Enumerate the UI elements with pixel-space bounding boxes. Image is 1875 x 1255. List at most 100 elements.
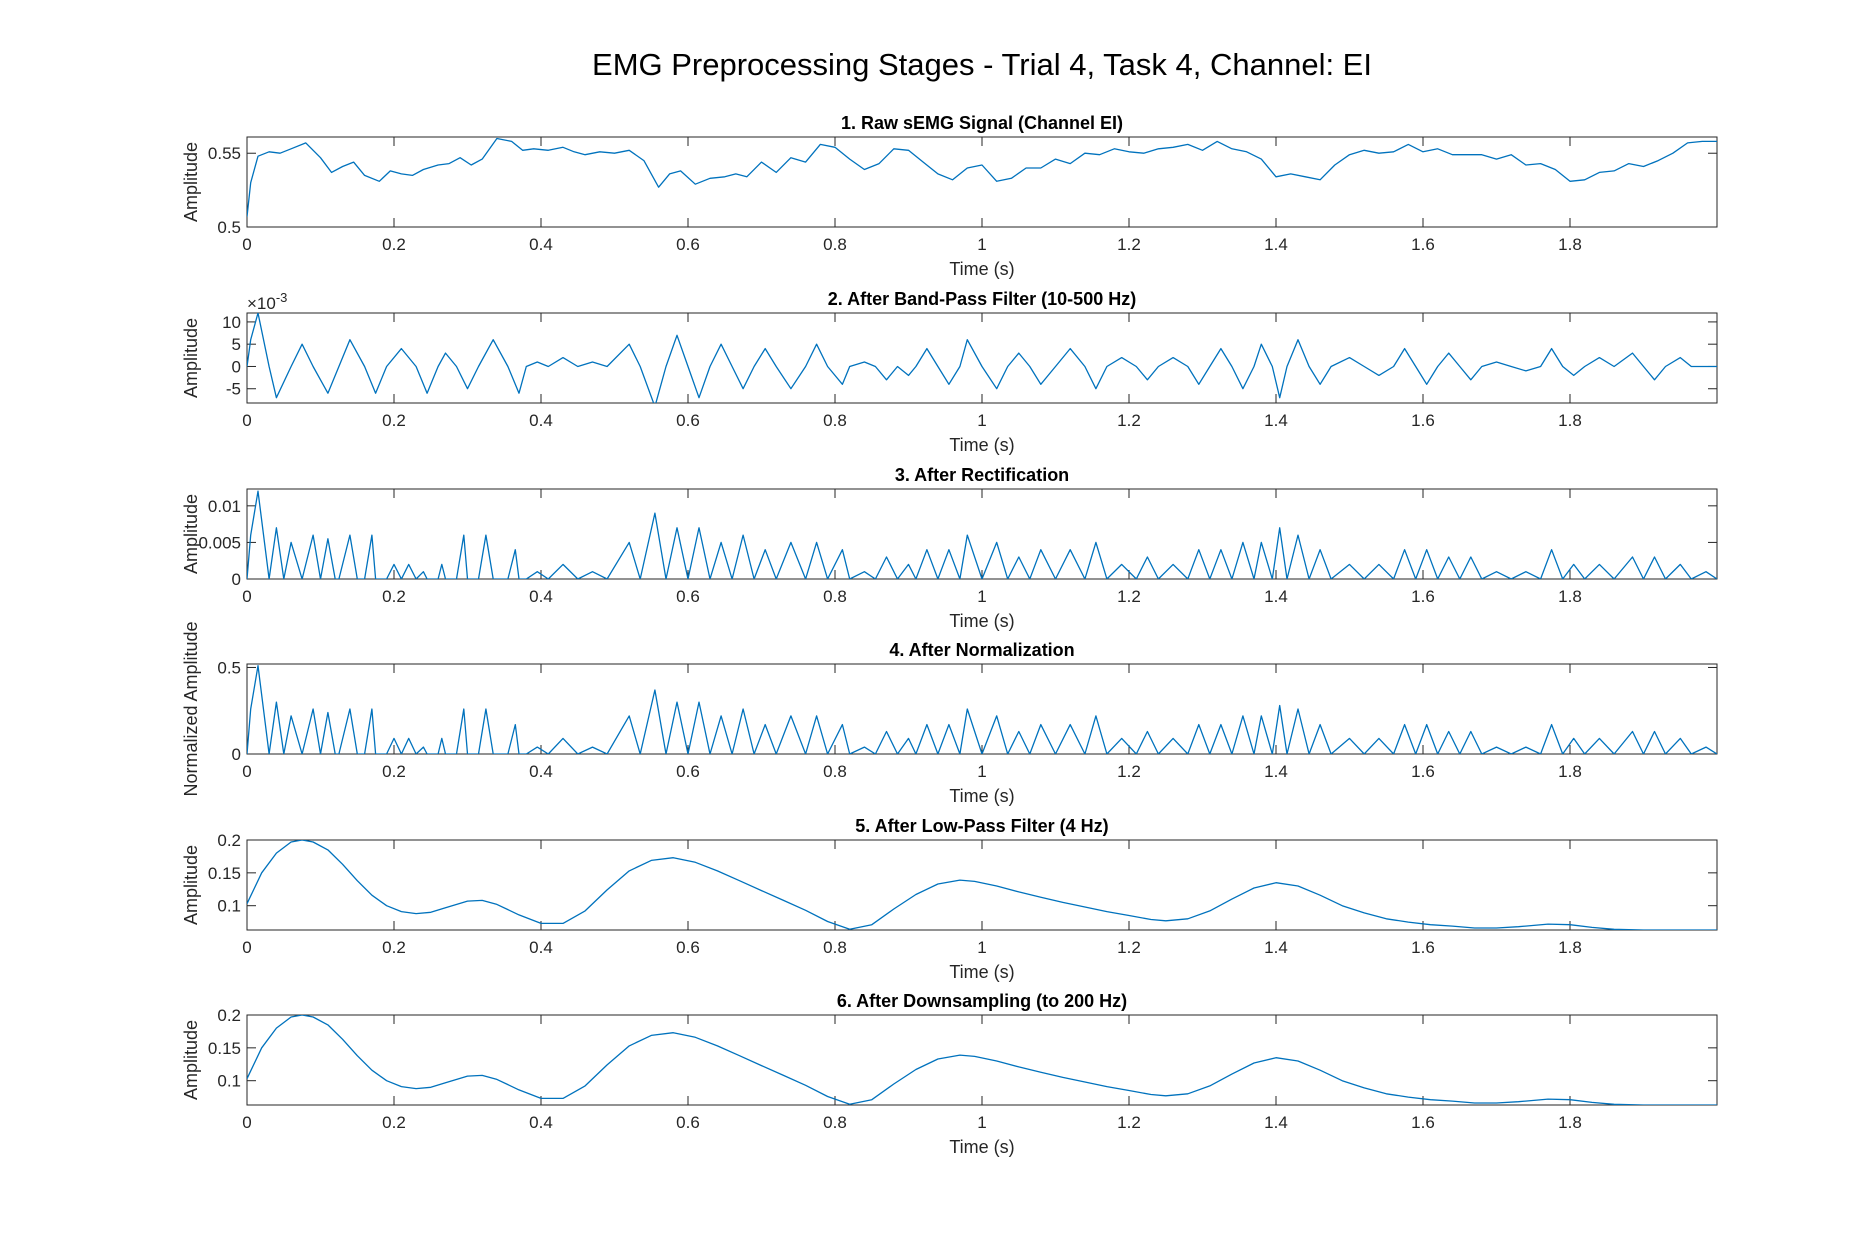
- x-tick-label: 0: [242, 587, 251, 606]
- x-tick-label: 1.8: [1558, 1113, 1582, 1132]
- y-tick-label: 0.005: [198, 533, 241, 552]
- y-tick-label: 0.15: [208, 1039, 241, 1058]
- y-axis-label: Amplitude: [181, 494, 201, 574]
- x-tick-label: 0: [242, 938, 251, 957]
- x-tick-label: 1: [977, 587, 986, 606]
- x-axis-label: Time (s): [949, 435, 1014, 455]
- x-tick-label: 0.2: [382, 1113, 406, 1132]
- x-tick-label: 0.6: [676, 1113, 700, 1132]
- y-axis-label: Amplitude: [181, 318, 201, 398]
- y-tick-label: -5: [226, 380, 241, 399]
- x-tick-label: 0.4: [529, 411, 553, 430]
- x-tick-label: 0: [242, 235, 251, 254]
- x-tick-label: 0: [242, 411, 251, 430]
- x-tick-label: 0.2: [382, 762, 406, 781]
- series-line: [247, 490, 1717, 579]
- y-axis-label: Amplitude: [181, 845, 201, 925]
- x-tick-label: 0.8: [823, 411, 847, 430]
- x-tick-label: 1: [977, 938, 986, 957]
- subplot-title: 6. After Downsampling (to 200 Hz): [837, 991, 1127, 1011]
- figure-title: EMG Preprocessing Stages - Trial 4, Task…: [592, 47, 1372, 82]
- x-tick-label: 1.8: [1558, 762, 1582, 781]
- plot-area: [246, 136, 1718, 228]
- x-tick-label: 1.4: [1264, 235, 1288, 254]
- subplot-title: 2. After Band-Pass Filter (10-500 Hz): [828, 289, 1136, 309]
- x-axis-label: Time (s): [949, 611, 1014, 631]
- x-tick-label: 0.8: [823, 762, 847, 781]
- subplot-title: 1. Raw sEMG Signal (Channel EI): [841, 113, 1123, 133]
- x-tick-label: 0.4: [529, 235, 553, 254]
- x-tick-label: 0.4: [529, 1113, 553, 1132]
- x-tick-label: 1.6: [1411, 235, 1435, 254]
- y-tick-label: 5: [232, 335, 241, 354]
- series-line: [247, 313, 1717, 403]
- x-tick-label: 1.2: [1117, 938, 1141, 957]
- y-tick-label: 0.1: [217, 1072, 241, 1091]
- subplot-title: 3. After Rectification: [895, 465, 1069, 485]
- x-tick-label: 1.8: [1558, 938, 1582, 957]
- x-tick-label: 0.6: [676, 411, 700, 430]
- x-tick-label: 1.6: [1411, 762, 1435, 781]
- x-tick-label: 0.2: [382, 587, 406, 606]
- y-tick-label: 0.01: [208, 497, 241, 516]
- y-tick-label: 0.1: [217, 897, 241, 916]
- plot-area: [246, 839, 1718, 931]
- x-tick-label: 0.6: [676, 235, 700, 254]
- x-axis-label: Time (s): [949, 259, 1014, 279]
- plot-area: [246, 663, 1718, 755]
- x-axis-label: Time (s): [949, 962, 1014, 982]
- y-axis-label: Amplitude: [181, 142, 201, 222]
- subplot-1: 1. Raw sEMG Signal (Channel EI) 0 0.2 0.4 0.…: [181, 113, 1718, 279]
- x-tick-label: 0.2: [382, 938, 406, 957]
- y-tick-label: 0.5: [217, 658, 241, 677]
- y-tick-label: 0.15: [208, 864, 241, 883]
- x-tick-label: 1.2: [1117, 587, 1141, 606]
- x-tick-label: 0.6: [676, 762, 700, 781]
- x-tick-label: 0.6: [676, 938, 700, 957]
- x-tick-label: 1.4: [1264, 587, 1288, 606]
- subplot-panels: 1. Raw sEMG Signal (Channel EI) 0 0.2 0.4 0.…: [181, 113, 1718, 1157]
- x-tick-label: 0.6: [676, 587, 700, 606]
- x-tick-label: 0.8: [823, 235, 847, 254]
- plot-area: [246, 488, 1718, 580]
- subplot-4: 4. After Normalization 0 0.2 0.4 0.6 0.8 1 1.2 1…: [181, 621, 1718, 806]
- y-exponent-label: ×10-3: [247, 290, 287, 313]
- x-tick-label: 1: [977, 411, 986, 430]
- series-line: [247, 840, 1717, 930]
- x-tick-label: 1.6: [1411, 411, 1435, 430]
- x-tick-label: 1.6: [1411, 1113, 1435, 1132]
- y-tick-label: 0.2: [217, 831, 241, 850]
- x-tick-label: 0.4: [529, 587, 553, 606]
- x-tick-label: 0.4: [529, 762, 553, 781]
- x-tick-label: 0.8: [823, 938, 847, 957]
- x-tick-label: 1: [977, 235, 986, 254]
- x-tick-label: 1.6: [1411, 938, 1435, 957]
- series-line: [247, 1015, 1717, 1105]
- y-tick-label: 0: [232, 745, 241, 764]
- y-axis-label: Normalized Amplitude: [181, 621, 201, 796]
- series-line: [247, 137, 1717, 217]
- y-exponent-power: -3: [276, 290, 288, 305]
- x-tick-label: 0: [242, 762, 251, 781]
- y-exponent-base: ×10: [247, 294, 276, 313]
- y-tick-label: 10: [222, 313, 241, 332]
- plot-area: [246, 312, 1718, 404]
- x-tick-label: 1.8: [1558, 587, 1582, 606]
- x-axis-label: Time (s): [949, 786, 1014, 806]
- x-tick-label: 1.4: [1264, 938, 1288, 957]
- x-tick-label: 0.2: [382, 411, 406, 430]
- x-axis-label: Time (s): [949, 1137, 1014, 1157]
- x-tick-label: 1.4: [1264, 762, 1288, 781]
- x-tick-label: 1: [977, 1113, 986, 1132]
- y-axis-label: Amplitude: [181, 1020, 201, 1100]
- x-tick-label: 0.4: [529, 938, 553, 957]
- series-line: [247, 665, 1717, 754]
- subplot-title: 5. After Low-Pass Filter (4 Hz): [855, 816, 1108, 836]
- x-tick-label: 1: [977, 762, 986, 781]
- x-tick-label: 1.2: [1117, 411, 1141, 430]
- y-tick-label: 0: [232, 570, 241, 589]
- subplot-5: 5. After Low-Pass Filter (4 Hz) 0 0.2 0.4 0.…: [181, 816, 1718, 982]
- subplot-2: 2. After Band-Pass Filter (10-500 Hz) 0 0.…: [181, 289, 1718, 455]
